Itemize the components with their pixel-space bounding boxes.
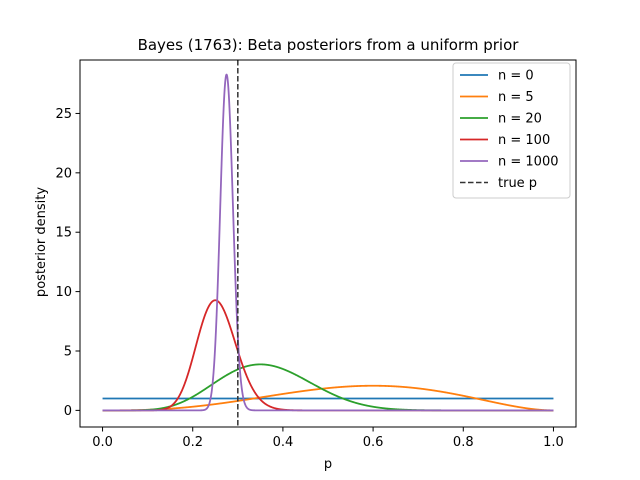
- y-tick-label: 5: [64, 344, 72, 359]
- x-tick-label: 0.0: [92, 435, 113, 450]
- axes-layer: 0.0 0.2 0.4 0.6 0.8 1.0 0 5 10 15 20 25: [55, 59, 577, 450]
- plot-frame: [79, 59, 577, 428]
- y-tick-label: 15: [55, 226, 72, 241]
- legend-label: n = 5: [498, 90, 534, 105]
- x-tick-label: 0.6: [363, 435, 384, 450]
- x-tick-label: 0.2: [182, 435, 203, 450]
- x-tick-label: 0.8: [453, 435, 474, 450]
- legend-label: n = 100: [498, 133, 550, 148]
- legend-label: n = 1000: [498, 155, 558, 170]
- x-tick-label: 0.4: [273, 435, 294, 450]
- legend-label: true p: [498, 176, 537, 191]
- series-line-2: [101, 384, 555, 412]
- x-tick-label: 1.0: [543, 435, 564, 450]
- y-tick-label: 0: [64, 404, 72, 419]
- chart-title: Bayes (1763): Beta posteriors from a uni…: [138, 36, 520, 54]
- x-axis-label: p: [324, 457, 332, 472]
- y-tick-label: 10: [55, 285, 72, 300]
- series-line-5: [101, 73, 555, 412]
- y-tick-label: 20: [55, 166, 72, 181]
- legend: n = 0 n = 5 n = 20 n = 100 n = 1000 true p: [452, 62, 571, 199]
- legend-label: n = 20: [498, 112, 542, 127]
- y-tick-label: 25: [55, 107, 72, 122]
- series-layer: [101, 60, 555, 427]
- legend-label: n = 0: [498, 69, 534, 84]
- y-axis-label: posterior density: [34, 187, 49, 297]
